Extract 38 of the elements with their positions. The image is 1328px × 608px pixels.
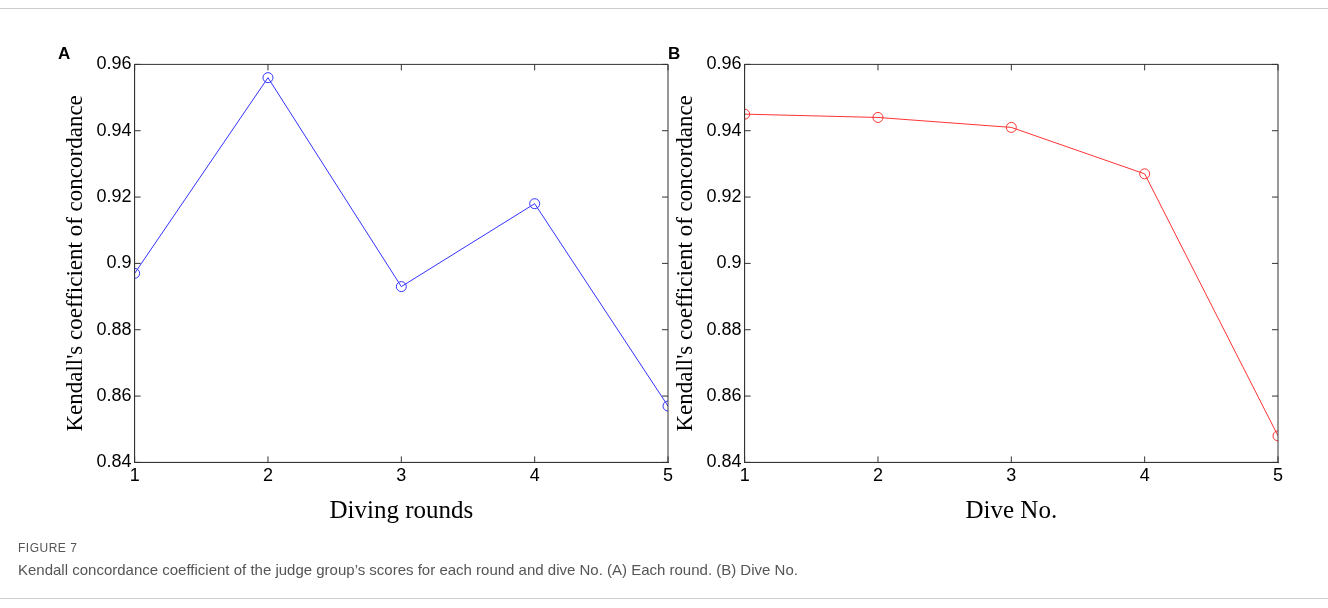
y-tick-label: 0.9: [106, 252, 132, 273]
y-tick-label: 0.92: [96, 186, 132, 207]
y-tick-label: 0.96: [96, 53, 132, 74]
text: Kendall concordance coefficient of the judge group’s scores for each round and dive No. (A) Each round. (B) Dive No.: [18, 560, 798, 580]
y-tick-label: 0.86: [706, 385, 742, 406]
y-tick-label: 0.92: [706, 186, 742, 207]
y-tick-label: 0.88: [96, 318, 132, 339]
y-tick-label: 0.96: [706, 53, 742, 74]
x-tick-label: 2: [262, 465, 273, 486]
y-tick-label: 0.94: [706, 119, 742, 140]
x-tick-label: 2: [872, 465, 883, 486]
x-tick-label: 5: [1272, 465, 1284, 486]
y-axis-title: Kendall's coefficient of concordance: [61, 95, 87, 432]
caption: FIGURE 7: [18, 540, 79, 557]
x-axis-title: Diving rounds: [329, 495, 474, 523]
x-tick-label: 3: [396, 465, 407, 486]
x-tick-label: 1: [129, 465, 140, 486]
y-tick-label: 0.84: [96, 451, 132, 472]
point: [1005, 121, 1017, 133]
point: [1139, 168, 1151, 180]
y-tick-label: 0.94: [96, 119, 132, 140]
y-tick-label: 0.86: [96, 385, 132, 406]
x-tick-label: 5: [662, 465, 674, 486]
y-axis-title: Kendall's coefficient of concordance: [671, 95, 697, 432]
x-tick-label: 1: [739, 465, 750, 486]
point: [872, 111, 884, 123]
x-tick-label: 3: [1006, 465, 1017, 486]
x-tick-label: 4: [1139, 465, 1150, 486]
point: [262, 72, 274, 84]
y-tick-label: 0.84: [706, 451, 742, 472]
x-tick-label: 4: [529, 465, 540, 486]
x-axis-title: Dive No.: [965, 495, 1058, 523]
point: [529, 198, 541, 210]
y-tick-label: 0.88: [706, 318, 742, 339]
point: [395, 281, 407, 293]
chart-title: B: [668, 43, 681, 63]
y-tick-label: 0.9: [716, 252, 742, 273]
chart-title: A: [58, 43, 71, 63]
